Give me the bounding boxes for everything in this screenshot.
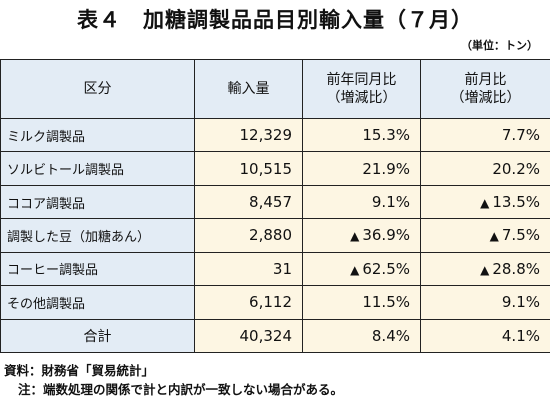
total-row: 合計 40,324 8.4% 4.1% xyxy=(0,318,550,354)
row-yoy-value: 21.9% xyxy=(362,159,410,178)
row-name: コーヒー調製品 xyxy=(0,251,195,287)
row-mom: ▲ 13.5% xyxy=(420,184,550,220)
header-yoy-line1: 前年同月比 xyxy=(326,71,397,88)
row-yoy: ▲ 62.5% xyxy=(302,251,421,287)
table-row: ミルク調製品 12,329 15.3% 7.7% xyxy=(0,117,550,153)
row-mom-value: 7.5% xyxy=(501,226,540,245)
header-mom: 前月比 （増減比） xyxy=(420,59,550,119)
decrease-mark: ▲ xyxy=(350,262,360,277)
row-yoy-value: 36.9% xyxy=(362,226,410,245)
row-mom-value: 7.7% xyxy=(501,126,540,145)
row-import: 10,515 xyxy=(194,151,303,186)
unit-label: （単位：トン） xyxy=(461,39,538,52)
total-label: 合計 xyxy=(0,318,195,354)
row-mom-value: 28.8% xyxy=(492,259,540,278)
decrease-mark: ▲ xyxy=(350,229,360,244)
row-import: 2,880 xyxy=(194,218,303,253)
row-mom: 7.7% xyxy=(420,117,550,153)
row-name: その他調製品 xyxy=(0,285,195,320)
row-yoy: ▲ 36.9% xyxy=(302,218,421,253)
table-row: 調製した豆（加糖あん） 2,880 ▲ 36.9% ▲ 7.5% xyxy=(0,218,550,253)
row-yoy: 21.9% xyxy=(302,151,421,186)
footnotes: 資料：財務省「貿易統計」 注：端数処理の関係で計と内訳が一致しない場合がある。 xyxy=(4,361,343,399)
table-row: その他調製品 6,112 11.5% 9.1% xyxy=(0,285,550,320)
total-mom: 4.1% xyxy=(420,318,550,354)
header-row: 区分 輸入量 前年同月比 （増減比） 前月比 （増減比） xyxy=(0,59,550,119)
row-mom: ▲ 7.5% xyxy=(420,218,550,253)
rounding-note: 注：端数処理の関係で計と内訳が一致しない場合がある。 xyxy=(18,382,344,397)
row-yoy: 9.1% xyxy=(302,184,421,220)
source-note: 資料：財務省「貿易統計」 xyxy=(4,363,155,378)
row-import: 12,329 xyxy=(194,117,303,153)
row-import: 31 xyxy=(194,251,303,287)
decrease-mark: ▲ xyxy=(480,196,490,211)
row-name: ミルク調製品 xyxy=(0,117,195,153)
decrease-mark: ▲ xyxy=(489,229,499,244)
table-title: 表４ 加糖調製品品目別輸入量（７月） xyxy=(77,8,473,32)
table-row: ココア調製品 8,457 9.1% ▲ 13.5% xyxy=(0,184,550,220)
table-row: コーヒー調製品 31 ▲ 62.5% ▲ 28.8% xyxy=(0,251,550,287)
header-yoy: 前年同月比 （増減比） xyxy=(302,59,421,119)
row-name: ココア調製品 xyxy=(0,184,195,220)
header-mom-line1: 前月比 xyxy=(464,71,507,88)
row-mom-value: 9.1% xyxy=(501,293,540,312)
header-mom-line2: （増減比） xyxy=(450,90,521,106)
total-yoy: 8.4% xyxy=(302,318,421,354)
decrease-mark: ▲ xyxy=(480,262,490,277)
row-import: 8,457 xyxy=(194,184,303,220)
table-row: ソルビトール調製品 10,515 21.9% 20.2% xyxy=(0,151,550,186)
row-yoy-value: 15.3% xyxy=(362,126,410,145)
row-mom: 9.1% xyxy=(420,285,550,320)
total-import: 40,324 xyxy=(194,318,303,354)
row-yoy-value: 9.1% xyxy=(371,193,410,212)
header-category: 区分 xyxy=(0,59,195,119)
header-import: 輸入量 xyxy=(194,59,303,119)
row-name: ソルビトール調製品 xyxy=(0,151,195,186)
import-table: 区分 輸入量 前年同月比 （増減比） 前月比 （増減比） ミルク調製品 12,3… xyxy=(0,59,550,354)
row-yoy: 15.3% xyxy=(302,117,421,153)
row-mom-value: 13.5% xyxy=(492,193,540,212)
row-yoy: 11.5% xyxy=(302,285,421,320)
row-mom-value: 20.2% xyxy=(492,159,540,178)
row-import: 6,112 xyxy=(194,285,303,320)
header-yoy-line2: （増減比） xyxy=(326,90,397,106)
row-mom: ▲ 28.8% xyxy=(420,251,550,287)
row-name: 調製した豆（加糖あん） xyxy=(0,218,195,253)
row-mom: 20.2% xyxy=(420,151,550,186)
row-yoy-value: 11.5% xyxy=(362,293,410,312)
row-yoy-value: 62.5% xyxy=(362,259,410,278)
